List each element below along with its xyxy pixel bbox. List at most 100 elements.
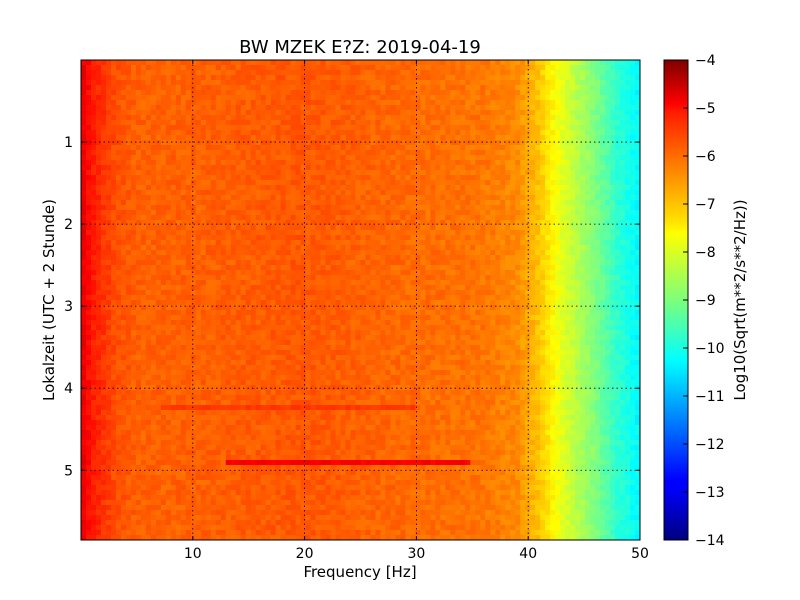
heatmap-cell xyxy=(120,120,127,126)
heatmap-cell xyxy=(120,255,127,261)
heatmap-cell xyxy=(275,60,282,66)
heatmap-cell xyxy=(81,190,87,196)
heatmap-cell xyxy=(530,95,536,101)
heatmap-cell xyxy=(205,200,212,206)
heatmap-cell xyxy=(250,65,257,71)
heatmap-cell xyxy=(140,190,147,196)
heatmap-cell xyxy=(460,265,466,271)
heatmap-cell xyxy=(250,105,257,111)
heatmap-cell xyxy=(320,155,327,161)
heatmap-cell xyxy=(545,100,551,106)
heatmap-cell xyxy=(290,125,297,131)
heatmap-cell xyxy=(190,240,197,246)
heatmap-cell xyxy=(270,75,277,81)
heatmap-cell xyxy=(405,175,412,181)
heatmap-cell xyxy=(155,195,162,201)
heatmap-cell xyxy=(420,105,426,111)
heatmap-cell xyxy=(620,275,626,281)
heatmap-cell xyxy=(140,160,147,166)
heatmap-cell xyxy=(415,110,421,116)
heatmap-cell xyxy=(250,80,257,86)
heatmap-cell xyxy=(95,280,102,286)
heatmap-cell xyxy=(595,185,601,191)
heatmap-cell xyxy=(465,270,471,276)
heatmap-cell xyxy=(195,120,202,126)
heatmap-cell xyxy=(400,230,407,236)
heatmap-cell xyxy=(485,180,491,186)
heatmap-cell xyxy=(185,100,192,106)
heatmap-cell xyxy=(150,240,157,246)
heatmap-cell xyxy=(215,195,222,201)
heatmap-cell xyxy=(540,150,546,156)
heatmap-cell xyxy=(290,100,297,106)
heatmap-cell xyxy=(340,70,347,76)
heatmap-cell xyxy=(285,160,292,166)
heatmap-cell xyxy=(455,150,461,156)
heatmap-cell xyxy=(155,235,162,241)
heatmap-cell xyxy=(90,220,97,226)
heatmap-cell xyxy=(450,165,456,171)
heatmap-cell xyxy=(285,260,292,266)
heatmap-cell xyxy=(125,95,132,101)
heatmap-cell xyxy=(405,110,412,116)
heatmap-cell xyxy=(500,90,506,96)
heatmap-cell xyxy=(85,95,92,101)
heatmap-cell xyxy=(430,245,436,251)
heatmap-cell xyxy=(330,65,337,71)
heatmap-cell xyxy=(305,275,312,281)
heatmap-cell xyxy=(545,75,551,81)
heatmap-cell xyxy=(130,210,137,216)
heatmap-cell xyxy=(200,145,207,151)
heatmap-cell xyxy=(175,60,182,66)
heatmap-cell xyxy=(445,250,451,256)
heatmap-cell xyxy=(235,65,242,71)
heatmap-cell xyxy=(415,200,421,206)
heatmap-cell xyxy=(435,155,441,161)
heatmap-cell xyxy=(500,165,506,171)
heatmap-cell xyxy=(520,135,526,141)
heatmap-cell xyxy=(570,155,576,161)
heatmap-cell xyxy=(450,210,456,216)
heatmap-cell xyxy=(110,240,117,246)
heatmap-cell xyxy=(145,125,152,131)
heatmap-cell xyxy=(170,60,177,66)
heatmap-cell xyxy=(100,115,107,121)
heatmap-cell xyxy=(190,245,197,251)
heatmap-cell xyxy=(120,210,127,216)
heatmap-cell xyxy=(595,210,601,216)
heatmap-cell xyxy=(225,60,232,66)
heatmap-cell xyxy=(440,115,446,121)
heatmap-cell xyxy=(285,100,292,106)
heatmap-cell xyxy=(100,215,107,221)
heatmap-cell xyxy=(280,260,287,266)
heatmap-cell xyxy=(365,125,372,131)
heatmap-cell xyxy=(555,170,561,176)
heatmap-cell xyxy=(530,270,536,276)
heatmap-cell xyxy=(220,225,227,231)
heatmap-cell xyxy=(455,90,461,96)
heatmap-cell xyxy=(630,260,636,266)
heatmap-cell xyxy=(380,65,387,71)
heatmap-cell xyxy=(555,75,561,81)
heatmap-cell xyxy=(120,70,127,76)
heatmap-cell xyxy=(410,210,416,216)
heatmap-cell xyxy=(210,265,217,271)
heatmap-cell xyxy=(380,190,387,196)
heatmap-cell xyxy=(90,170,97,176)
heatmap-cell xyxy=(280,235,287,241)
heatmap-cell xyxy=(370,195,377,201)
heatmap-cell xyxy=(340,270,347,276)
heatmap-cell xyxy=(230,220,237,226)
heatmap-cell xyxy=(230,135,237,141)
heatmap-cell xyxy=(345,80,352,86)
heatmap-cell xyxy=(410,265,416,271)
heatmap-cell xyxy=(350,130,357,136)
heatmap-cell xyxy=(270,100,277,106)
heatmap-cell xyxy=(225,145,232,151)
heatmap-cell xyxy=(130,230,137,236)
heatmap-cell xyxy=(165,150,172,156)
heatmap-cell xyxy=(570,185,576,191)
heatmap-cell xyxy=(125,215,132,221)
heatmap-cell xyxy=(235,185,242,191)
heatmap-cell xyxy=(475,185,481,191)
